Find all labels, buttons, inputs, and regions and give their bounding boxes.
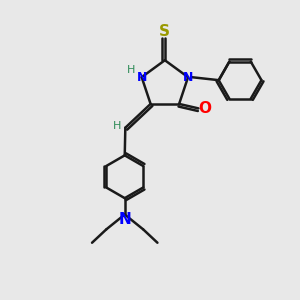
Text: N: N <box>136 71 147 84</box>
Text: S: S <box>159 24 170 39</box>
Text: N: N <box>118 212 131 227</box>
Text: H: H <box>113 121 121 131</box>
Text: O: O <box>198 101 211 116</box>
Text: H: H <box>127 65 136 75</box>
Text: N: N <box>183 71 193 84</box>
